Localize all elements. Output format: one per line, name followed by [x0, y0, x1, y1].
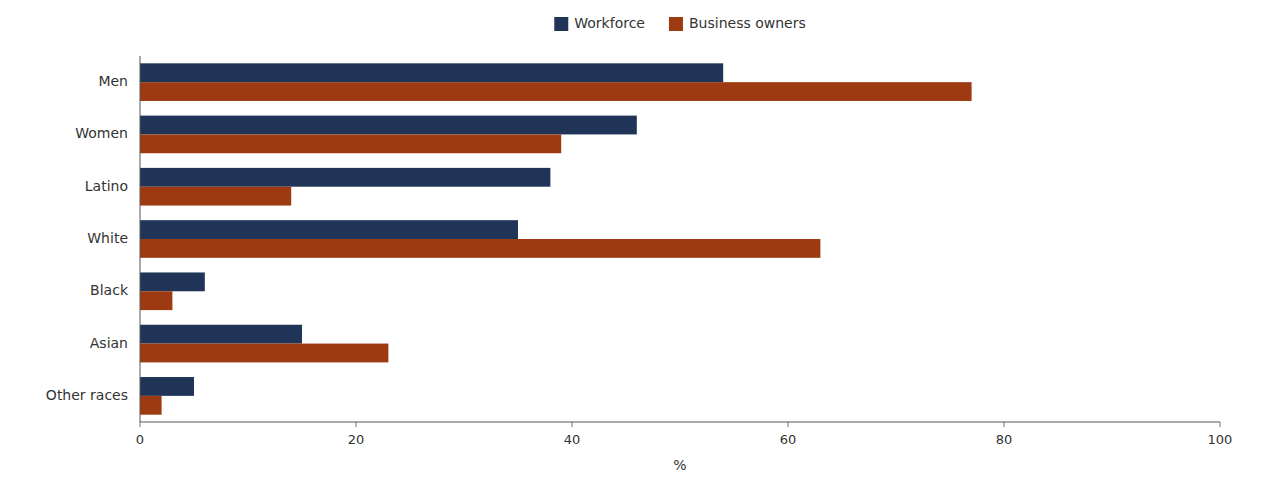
- legend-label: Workforce: [574, 15, 645, 31]
- x-axis: 0 20 40 60 80 100%: [136, 422, 1233, 473]
- legend-label: Business owners: [689, 15, 806, 31]
- chart-svg: 0 20 40 60 80 100% Men Women Latino White Black Asi…: [0, 0, 1280, 484]
- axis-line: [140, 56, 141, 422]
- bar: [140, 168, 550, 187]
- bar: [140, 220, 518, 239]
- bar: [140, 272, 205, 291]
- tick-label: 40: [564, 432, 581, 447]
- tick-label: 60: [780, 432, 797, 447]
- tick-label: 0: [136, 432, 144, 447]
- tick-mark: [140, 422, 141, 427]
- bars: [140, 63, 972, 414]
- category-label: Other races: [46, 387, 128, 403]
- tick-mark: [788, 422, 789, 427]
- tick-mark: [1004, 422, 1005, 427]
- axis-label: %: [673, 457, 686, 473]
- category-label: Black: [90, 282, 129, 298]
- bar: [140, 344, 388, 363]
- bar: [140, 116, 637, 135]
- category-label: Men: [98, 73, 128, 89]
- tick-mark: [1220, 422, 1221, 427]
- bar: [140, 82, 972, 101]
- bar: [140, 325, 302, 344]
- category-label: Women: [75, 125, 128, 141]
- bar: [140, 187, 291, 206]
- y-axis: Men Women Latino White Black Asian Other races: [46, 73, 129, 403]
- legend-swatch: [554, 17, 568, 31]
- category-label: Asian: [90, 335, 128, 351]
- axis-line: [140, 422, 1220, 423]
- bar: [140, 134, 561, 153]
- tick-label: 80: [996, 432, 1013, 447]
- tick-label: 20: [348, 432, 365, 447]
- legend-swatch: [669, 17, 683, 31]
- bar: [140, 63, 723, 82]
- bar: [140, 239, 820, 258]
- bar: [140, 377, 194, 396]
- category-label: White: [87, 230, 128, 246]
- chart-container: 0 20 40 60 80 100% Men Women Latino White Black Asi…: [0, 0, 1280, 484]
- bar: [140, 291, 172, 310]
- tick-mark: [356, 422, 357, 427]
- legend: Workforce Business owners: [554, 15, 805, 31]
- tick-mark: [572, 422, 573, 427]
- category-label: Latino: [85, 178, 128, 194]
- bar: [140, 396, 162, 415]
- tick-label: 100: [1208, 432, 1233, 447]
